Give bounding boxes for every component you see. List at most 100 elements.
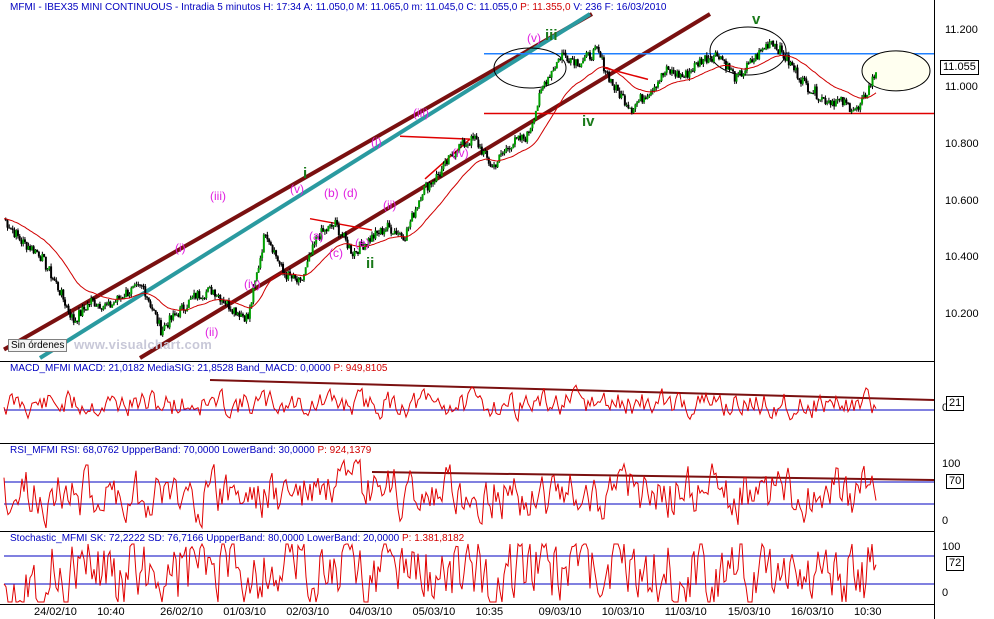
price-candle bbox=[224, 303, 227, 305]
price-candle bbox=[280, 263, 283, 265]
price-candle bbox=[229, 309, 232, 311]
price-candle bbox=[381, 228, 384, 235]
macd-panel[interactable] bbox=[0, 362, 994, 442]
price-candle bbox=[641, 94, 644, 103]
price-candle bbox=[444, 160, 447, 164]
price-candle bbox=[517, 135, 520, 139]
rsi-100-tick: 100 bbox=[942, 458, 961, 470]
price-candle bbox=[302, 274, 305, 281]
price-candle bbox=[766, 44, 769, 49]
price-candle bbox=[278, 261, 281, 264]
price-candle bbox=[407, 227, 410, 229]
price-candle bbox=[212, 289, 215, 295]
price-panel[interactable] bbox=[0, 0, 994, 360]
price-candle bbox=[27, 246, 30, 250]
price-candle bbox=[425, 182, 428, 186]
price-candle bbox=[386, 222, 389, 230]
price-candle bbox=[55, 280, 58, 283]
price-candle bbox=[146, 296, 149, 298]
price-candle bbox=[97, 303, 100, 306]
price-candle bbox=[829, 100, 832, 106]
price-candle bbox=[36, 249, 39, 252]
price-candle bbox=[843, 99, 846, 106]
price-candle bbox=[622, 93, 625, 96]
price-candle bbox=[663, 72, 666, 76]
price-candle bbox=[606, 71, 609, 73]
annotation-ellipse bbox=[709, 26, 787, 76]
price-candle bbox=[435, 173, 438, 182]
rsi-value: RSI: 68,0762 bbox=[60, 445, 119, 456]
price-candle bbox=[430, 183, 433, 185]
price-candle bbox=[377, 232, 380, 235]
price-candle bbox=[46, 269, 49, 271]
price-candle bbox=[531, 122, 534, 129]
price-candle bbox=[166, 325, 169, 328]
no-orders-badge[interactable]: Sin órdenes bbox=[8, 339, 68, 352]
price-candle bbox=[700, 58, 703, 64]
price-candle bbox=[322, 228, 325, 232]
price-candle bbox=[758, 50, 761, 60]
price-candle bbox=[137, 284, 140, 286]
price-candle bbox=[173, 313, 176, 315]
x-tick-label: 15/03/10 bbox=[727, 606, 771, 618]
price-candle bbox=[100, 308, 103, 310]
price-candle bbox=[130, 287, 133, 295]
price-candle bbox=[214, 289, 217, 297]
price-axis[interactable] bbox=[934, 0, 994, 619]
price-candle bbox=[761, 48, 764, 51]
price-candle bbox=[468, 144, 471, 146]
separator bbox=[0, 531, 994, 532]
price-candle bbox=[550, 71, 553, 78]
rsi-chart-svg[interactable] bbox=[0, 444, 994, 530]
price-candle bbox=[325, 229, 328, 232]
price-candle bbox=[121, 297, 124, 299]
price-candle bbox=[437, 173, 440, 176]
x-tick-label: 16/03/10 bbox=[790, 606, 834, 618]
price-candle bbox=[747, 62, 750, 64]
annotation-ellipse bbox=[493, 47, 567, 89]
price-candle bbox=[608, 71, 611, 82]
price-candle bbox=[466, 144, 469, 146]
price-candle bbox=[707, 58, 710, 63]
price-candle bbox=[248, 306, 251, 319]
wave-label-p-d: (d) bbox=[343, 186, 358, 200]
price-candle bbox=[813, 86, 816, 94]
price-candle bbox=[674, 73, 677, 77]
price-candle bbox=[374, 230, 377, 239]
price-candle bbox=[168, 315, 171, 328]
price-candle bbox=[114, 301, 117, 303]
price-candle bbox=[515, 137, 518, 139]
stoch-chart-svg[interactable] bbox=[0, 532, 994, 604]
price-candle bbox=[282, 263, 285, 273]
price-candle bbox=[632, 108, 635, 113]
price-candle bbox=[43, 254, 46, 257]
price-candle bbox=[25, 241, 28, 250]
macd-chart-svg[interactable] bbox=[0, 362, 994, 442]
price-candle bbox=[287, 271, 290, 280]
price-candle bbox=[625, 104, 628, 106]
indicator-line bbox=[3, 542, 877, 603]
price-candle bbox=[653, 86, 656, 92]
price-candle bbox=[358, 241, 361, 254]
price-candle bbox=[421, 194, 424, 201]
price-candle bbox=[316, 236, 319, 238]
price-candle bbox=[602, 57, 605, 72]
price-candle bbox=[426, 182, 429, 191]
price-candle bbox=[609, 79, 612, 82]
price-candle bbox=[658, 80, 661, 82]
price-candle bbox=[650, 90, 653, 95]
price-candle bbox=[693, 63, 696, 72]
stoch-p: P: 1.381,8182 bbox=[401, 533, 465, 544]
price-candle bbox=[684, 70, 687, 77]
price-candle bbox=[226, 300, 229, 305]
price-chart-svg[interactable] bbox=[0, 0, 994, 360]
price-candle bbox=[439, 175, 441, 177]
price-candle bbox=[98, 303, 101, 309]
header-m-high: M: 11.065,0 bbox=[356, 2, 409, 13]
rsi-panel[interactable] bbox=[0, 444, 994, 530]
price-candle bbox=[245, 314, 248, 322]
price-candle bbox=[508, 148, 511, 150]
price-candle bbox=[712, 56, 715, 62]
stoch-panel[interactable] bbox=[0, 532, 994, 604]
price-candle bbox=[604, 71, 607, 73]
